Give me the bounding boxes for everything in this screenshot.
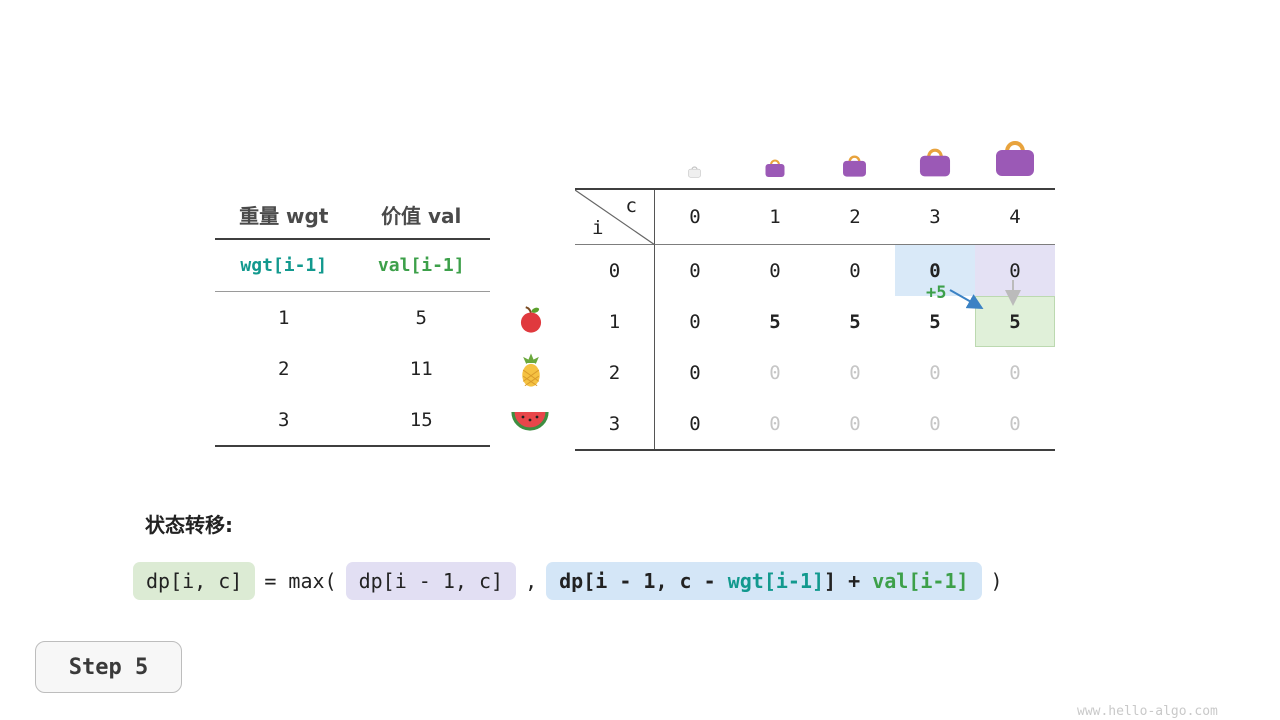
dp-col-header: 0 [689,206,701,228]
item-row: 3 15 [215,394,490,445]
dp-cell: 0 [1009,412,1021,435]
diagonal-divider [575,190,655,245]
bag-capacity-2-icon [840,151,869,182]
state-transition-formula: dp[i, c] = max( dp[i - 1, c] , dp[i - 1,… [133,560,1003,602]
bag-capacity-4-icon [991,134,1039,182]
val-formula-cell: val[i-1] [377,255,465,276]
weight-column-header: 重量 wgt [239,203,329,228]
formula-eq-max: = max( [264,569,337,593]
dp-row: 3 0 0 0 0 0 [575,398,1055,449]
dp-row: 0 0 0 0 0 0 [575,245,1055,296]
dp-table-header: c i 0 1 2 3 4 [575,190,1055,245]
bag-capacity-0-icon [687,163,702,182]
item-table: 重量 wgt 价值 val wgt[i-1] val[i-1] 1 5 2 11… [215,190,490,447]
formula-comma: , [525,569,538,593]
dp-cell-referenced-skip: 0 [975,245,1055,296]
item-weight: 3 [278,408,290,431]
step-badge: Step 5 [35,641,182,693]
formula-close-paren: ) [990,569,1003,593]
item-table-header: 重量 wgt 价值 val [215,190,490,240]
state-transition-heading: 状态转移: [145,513,233,537]
dp-cell: 0 [1009,361,1021,384]
item-row: 1 5 [215,292,490,343]
dp-cell: 0 [929,412,941,435]
formula-skip-term: dp[i - 1, c] [345,562,517,600]
dp-col-header: 1 [769,206,781,228]
apple-icon [517,304,545,338]
dp-row-label: 2 [575,347,655,398]
transition-arrows [949,280,1021,309]
dp-cell: 5 [769,310,781,333]
bag-capacity-1-icon [763,156,787,182]
dp-cell: 0 [769,361,781,384]
dp-row-label: 0 [575,245,655,296]
item-value: 5 [415,306,427,329]
wgt-formula-cell: wgt[i-1] [240,255,328,276]
take-term-val: val[i-1] [872,569,969,593]
formula-current-term: dp[i, c] [133,562,256,600]
dp-corner-cell: c i [575,190,655,245]
item-value: 15 [409,408,433,431]
dp-cell: 5 [849,310,861,333]
dp-col-header: 2 [849,206,861,228]
dp-cell: 5 [929,310,941,333]
dp-cell: 0 [769,412,781,435]
bag-capacity-3-icon [916,143,954,182]
item-weight: 1 [278,306,290,329]
dp-cell: 0 [849,361,861,384]
dp-cell: 0 [689,259,701,282]
dp-cell: 0 [929,361,941,384]
dp-cell: 0 [689,412,701,435]
dp-table: c i 0 1 2 3 4 0 0 0 0 0 0 1 0 5 5 5 5 2 [575,188,1055,451]
pineapple-icon [517,352,545,392]
watermark: www.hello-algo.com [1077,704,1218,719]
watermelon-icon [511,407,549,437]
dp-cell: 0 [769,259,781,282]
item-table-formula-row: wgt[i-1] val[i-1] [215,240,490,292]
dp-cell: 0 [689,310,701,333]
dp-col-header: 3 [929,206,941,228]
dp-row-label: 3 [575,398,655,449]
dp-cell: 0 [849,259,861,282]
value-column-header: 价值 val [381,203,462,228]
item-row: 2 11 [215,343,490,394]
take-term-mid: ] + [824,569,873,593]
dp-col-header: 4 [1009,206,1021,228]
formula-take-term: dp[i - 1, c - wgt[i-1]] + val[i-1] [546,562,982,600]
dp-cell-referenced-take: 0 [895,245,975,296]
dp-cell: 0 [689,361,701,384]
plus-value-annotation: +5 [926,283,947,303]
dp-cell: 0 [849,412,861,435]
item-weight: 2 [278,357,290,380]
item-value: 11 [409,357,433,380]
corner-row-label: i [592,217,604,239]
dp-row: 2 0 0 0 0 0 [575,347,1055,398]
take-term-prefix: dp[i - 1, c - [559,569,728,593]
take-term-wgt: wgt[i-1] [727,569,825,593]
dp-row-label: 1 [575,296,655,347]
capacity-bags-row [575,126,1055,182]
corner-col-label: c [625,195,637,217]
